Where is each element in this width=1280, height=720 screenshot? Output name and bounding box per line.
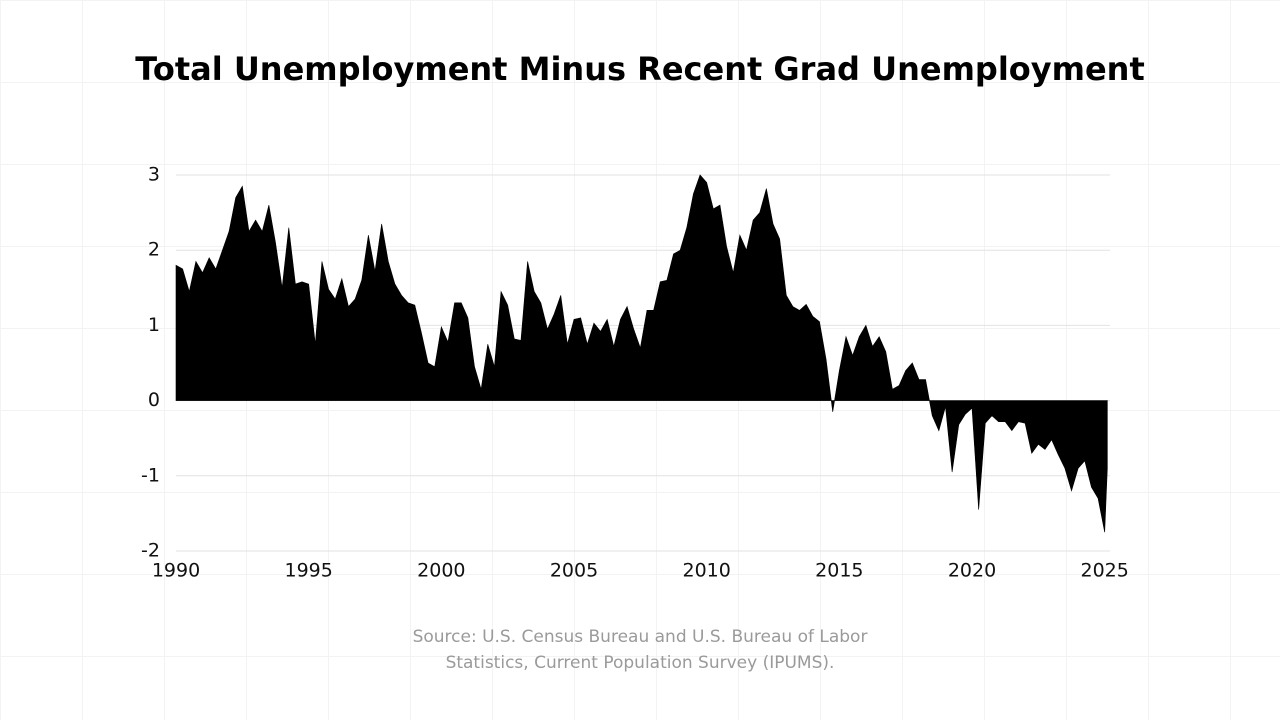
x-tick-label: 2020 xyxy=(948,560,996,582)
x-tick-label: 1990 xyxy=(152,560,200,582)
chart: -2 -1 0 1 2 3 1990 1995 2000 2005 2010 2015 2020 2025 xyxy=(141,164,1129,582)
area xyxy=(175,174,1108,533)
y-tick-label: 1 xyxy=(148,314,160,336)
y-tick-label: -2 xyxy=(141,540,160,562)
y-tick-label: -1 xyxy=(141,464,160,486)
chart-title: Total Unemployment Minus Recent Grad Une… xyxy=(135,50,1145,88)
y-tick-label: 0 xyxy=(148,389,160,411)
x-tick-label: 2010 xyxy=(683,560,731,582)
source-note: Source: U.S. Census Bureau and U.S. Bure… xyxy=(412,627,868,673)
x-tick-label: 2005 xyxy=(550,560,598,582)
x-tick-label: 2000 xyxy=(417,560,465,582)
x-tick-label: 2025 xyxy=(1081,560,1129,582)
x-tick-label: 1995 xyxy=(284,560,332,582)
y-tick-label: 3 xyxy=(148,164,160,186)
x-tick-label: 2015 xyxy=(815,560,863,582)
y-tick-label: 2 xyxy=(148,239,160,261)
